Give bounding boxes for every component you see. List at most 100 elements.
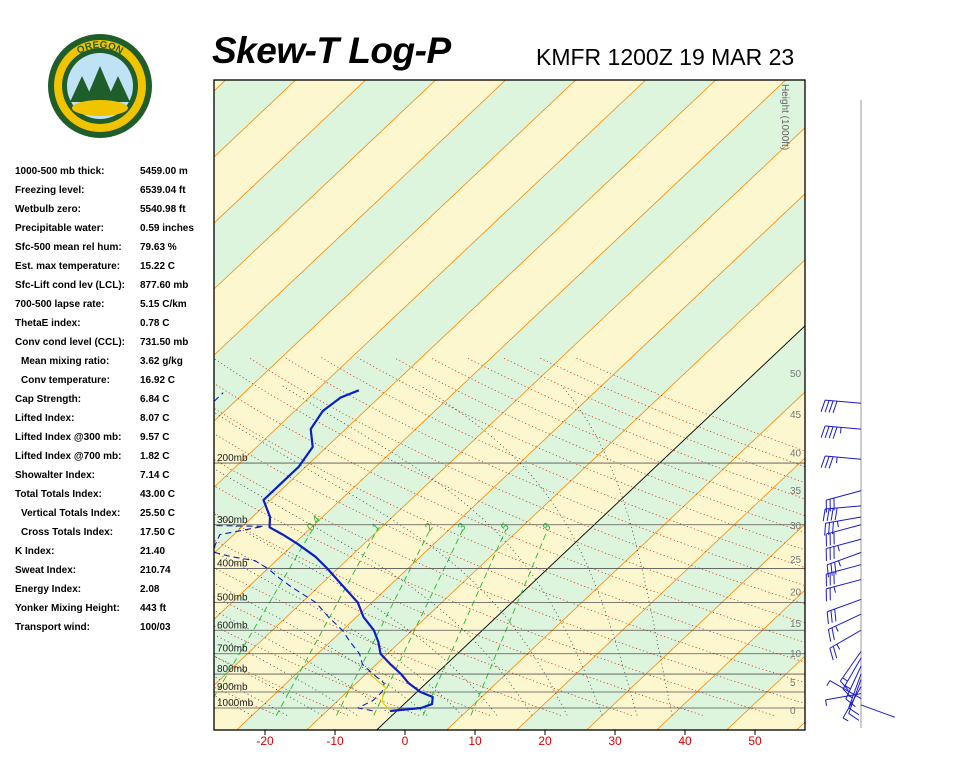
temperature-band <box>214 80 805 686</box>
stat-value: 16.92 C <box>140 375 176 386</box>
wind-barb-feather <box>834 562 837 575</box>
height-tick-label: 15 <box>790 619 802 630</box>
x-tick-label: 0 <box>402 734 409 748</box>
mixing-ratio-line <box>214 529 313 698</box>
isotherm-line <box>446 391 805 730</box>
moist-adiabat <box>214 411 568 716</box>
stat-value: 0.59 inches <box>140 223 194 234</box>
height-tick-label: 0 <box>790 706 796 717</box>
wind-barb-half-feather <box>826 680 831 687</box>
stat-label: Energy Index: <box>15 584 82 595</box>
wind-barb-feather <box>831 627 835 640</box>
dry-adiabat <box>214 625 420 716</box>
wind-barb-shaft <box>860 704 895 718</box>
mixing-ratio-line <box>422 529 507 716</box>
mixing-ratio-line <box>275 529 378 716</box>
isotherm-line <box>586 523 805 730</box>
mixing-ratio-line <box>470 529 548 716</box>
height-tick-label: 25 <box>790 555 802 566</box>
isotherm-line <box>236 193 805 730</box>
dry-adiabat <box>429 357 805 517</box>
height-tick-label: 45 <box>790 410 802 421</box>
wind-barb-feather <box>824 456 830 469</box>
wind-barb-half-feather <box>842 717 849 722</box>
wind-barb-shaft <box>826 564 862 575</box>
stat-label: Lifted Index: <box>15 413 75 424</box>
dry-adiabat <box>214 539 633 716</box>
stat-label: Sfc-Lift cond lev (LCL): <box>15 280 125 291</box>
isotherm-line <box>516 457 805 730</box>
wind-barb-shaft <box>842 657 862 690</box>
stat-label: Freezing level: <box>15 185 85 196</box>
stat-label: Precipitable water: <box>15 223 104 234</box>
isobar-label: 400mb <box>217 559 248 570</box>
isobar-label: 1000mb <box>217 698 254 709</box>
stat-value: 5459.00 m <box>140 166 188 177</box>
isotherm-line <box>214 80 786 620</box>
wind-barb-shaft <box>826 538 862 550</box>
isotherm-line <box>214 80 506 356</box>
isotherm-line <box>0 80 86 730</box>
x-tick-label: 30 <box>608 734 622 748</box>
stat-value: 9.57 C <box>140 432 170 443</box>
temperature-band <box>214 80 226 92</box>
chart-title: Skew-T Log-P <box>212 30 451 71</box>
wind-barb-feather <box>832 646 838 659</box>
parcel-profile <box>369 673 391 712</box>
stat-value: 100/03 <box>140 622 171 633</box>
wind-barb-feather <box>826 611 829 625</box>
isotherm-line <box>214 80 436 290</box>
isotherm-line <box>214 80 576 422</box>
stat-label: 1000-500 mb thick: <box>15 166 105 177</box>
wind-barb-half-feather <box>833 586 836 593</box>
stat-label: K Index: <box>15 546 55 557</box>
stat-label: Total Totals Index: <box>15 489 102 500</box>
x-tick-label: -10 <box>326 734 344 748</box>
wind-barb-shaft <box>826 524 862 535</box>
isotherm-line <box>214 127 805 686</box>
wind-barb-shaft <box>827 552 862 566</box>
temperature-band <box>0 80 156 730</box>
x-tick-label: 50 <box>748 734 762 748</box>
dry-adiabat <box>214 512 704 716</box>
stat-value: 6.84 C <box>140 394 170 405</box>
isobar-label: 900mb <box>217 682 248 693</box>
wind-barb-shaft <box>825 455 862 460</box>
plot-frame <box>213 79 806 731</box>
stat-label: ThetaE index: <box>15 318 81 329</box>
stat-value: 210.74 <box>140 565 171 576</box>
stat-value: 3.62 g/kg <box>140 356 183 367</box>
isobar-label: 500mb <box>217 593 248 604</box>
mixing-ratio-label: 1 <box>369 521 382 533</box>
isotherm-line <box>796 721 805 730</box>
wind-barb-shaft <box>848 673 862 709</box>
moist-adiabat <box>561 385 673 716</box>
stat-label: Cross Totals Index: <box>21 527 114 538</box>
height-tick-label: 5 <box>790 678 796 689</box>
wind-barb-feather <box>848 713 860 721</box>
stat-value: 79.63 % <box>140 242 177 253</box>
mixing-ratio-line <box>373 529 464 716</box>
dry-adiabat <box>214 485 774 716</box>
isotherm-line <box>214 80 366 224</box>
stat-value: 1.82 C <box>140 451 170 462</box>
stat-value: 17.50 C <box>140 527 176 538</box>
wind-barb-feather <box>830 563 833 576</box>
height-tick-label: 10 <box>790 649 802 660</box>
wind-barb-feather <box>830 508 834 521</box>
wind-barb-feather <box>828 456 834 469</box>
stat-label: Mean mixing ratio: <box>21 356 110 367</box>
wind-barb-half-feather <box>835 625 839 632</box>
wind-barb-feather <box>826 508 830 521</box>
wind-barb-half-feather <box>836 521 839 528</box>
wind-barb-half-feather <box>825 699 828 706</box>
wind-barb-feather <box>834 608 837 622</box>
stat-label: Yonker Mixing Height: <box>15 603 120 614</box>
stat-label: Vertical Totals Index: <box>21 508 121 519</box>
x-tick-label: 40 <box>678 734 692 748</box>
stat-value: 6539.04 ft <box>140 185 186 196</box>
wind-barb-feather <box>820 399 826 412</box>
wind-barb-feather <box>839 680 849 691</box>
wind-barb-feather <box>820 425 826 438</box>
